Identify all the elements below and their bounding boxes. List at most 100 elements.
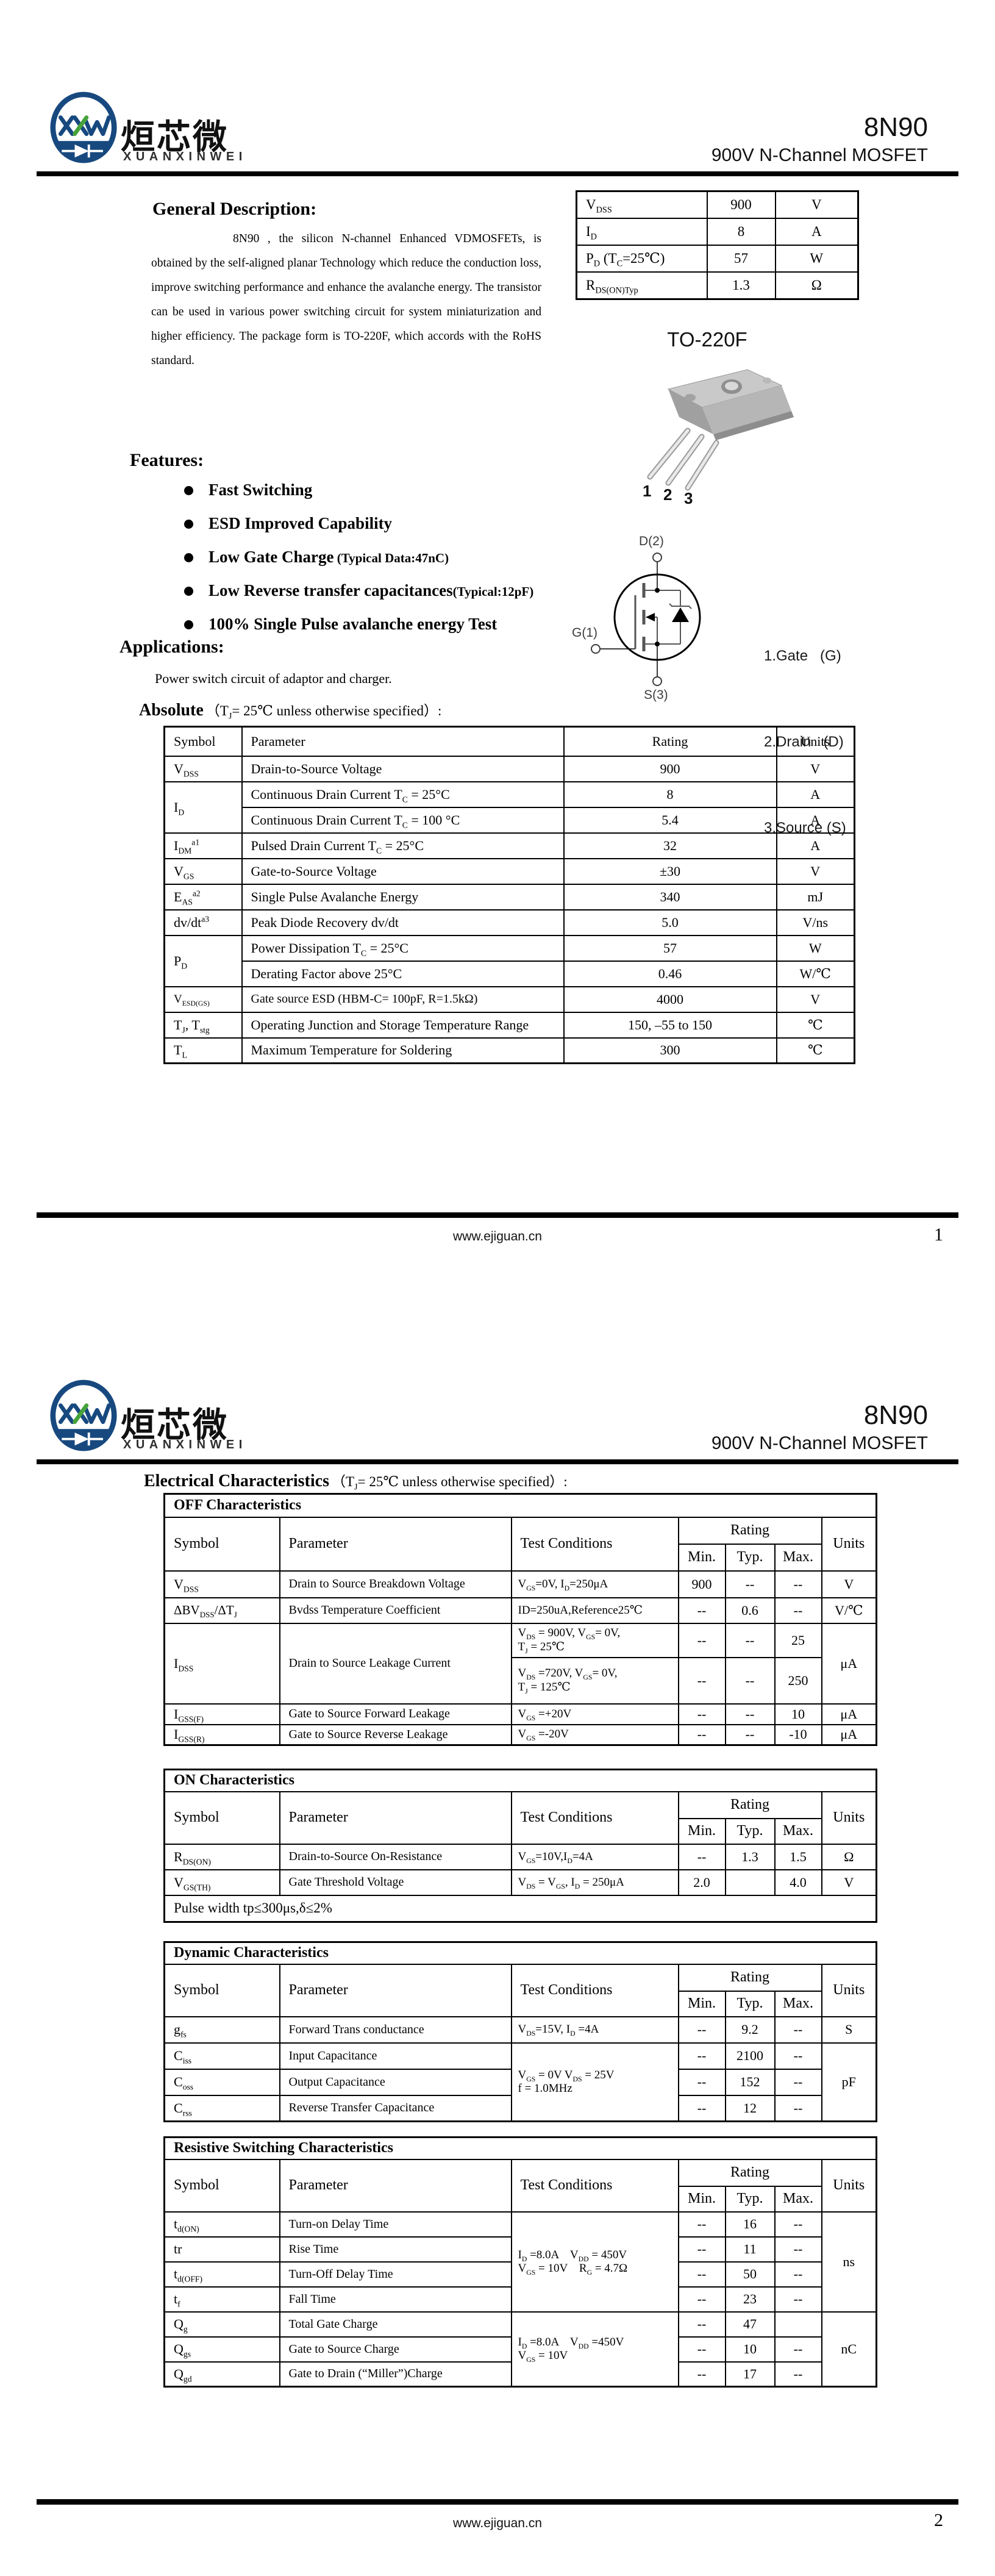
- table-row: PD (TC=25℃) 57 W: [576, 245, 859, 273]
- col-rating: Rating: [677, 1963, 822, 1992]
- table-row: VDSS Drain to Source Breakdown Voltage V…: [163, 1570, 877, 1598]
- cell-units: μA: [821, 1622, 877, 1705]
- cell-typ: 1.3: [724, 1843, 776, 1870]
- cell-typ: 0.6: [724, 1597, 776, 1624]
- col-rating: Rating: [677, 1791, 822, 1819]
- cell-symbol: tr: [163, 2236, 280, 2263]
- col-max: Max.: [774, 2185, 822, 2213]
- cell-symbol: VGS: [163, 857, 243, 885]
- cell-parameter: Power Dissipation TC = 25°C: [241, 934, 565, 962]
- switching-characteristics-table: Resistive Switching Characteristics Symb…: [163, 2136, 877, 2388]
- page-2: 烜芯微 XUANXINWEI 8N90 900V N-Channel MOSFE…: [0, 1288, 995, 2576]
- cell-symbol: td(OFF): [163, 2261, 280, 2288]
- cell-rating: ±30: [563, 857, 777, 885]
- table-header-row: Symbol Parameter Test Conditions Rating …: [163, 2158, 877, 2213]
- cell-parameter: Total Gate Charge: [279, 2311, 512, 2338]
- cell-rating: 340: [563, 883, 777, 911]
- col-test-conditions: Test Conditions: [510, 1791, 679, 1845]
- table-row: VGS Gate-to-Source Voltage ±30 V: [163, 857, 855, 885]
- cell-max: 250: [774, 1656, 822, 1705]
- cell-typ: 23: [724, 2286, 776, 2313]
- col-units: Units: [776, 726, 855, 757]
- table-row: TJ, Tstg Operating Junction and Storage …: [163, 1011, 855, 1039]
- col-symbol: Symbol: [163, 726, 243, 757]
- table-row: gfs Forward Trans conductance VDS=15V, I…: [163, 2016, 877, 2044]
- col-symbol: Symbol: [163, 1791, 280, 1845]
- cell-value: 1.3: [706, 271, 776, 300]
- cell-symbol: Coss: [163, 2068, 280, 2096]
- col-rating: Rating: [677, 2158, 822, 2187]
- cell-parameter: Gate source ESD (HBM-C= 100pF, R=1.5kΩ): [241, 986, 565, 1013]
- cell-typ: 2100: [724, 2042, 776, 2070]
- col-min: Min.: [677, 1990, 726, 2017]
- col-parameter: Parameter: [279, 2158, 512, 2213]
- cell-units: μA: [821, 1723, 877, 1746]
- table-row: VDSS Drain-to-Source Voltage 900 V: [163, 755, 855, 782]
- cell-units: ns: [821, 2211, 877, 2313]
- cell-units: Ω: [821, 1843, 877, 1870]
- col-typ: Typ.: [724, 2185, 776, 2213]
- cell-symbol: Qgs: [163, 2336, 280, 2363]
- cell-units: V: [821, 1869, 877, 1896]
- cell-parameter: Drain-to-Source Voltage: [241, 755, 565, 782]
- cell-max: --: [774, 1570, 822, 1598]
- pin-number-1: 1: [643, 482, 652, 500]
- cell-value: 900: [706, 190, 776, 219]
- general-description-text: 8N90 , the silicon N-channel Enhanced VD…: [151, 232, 541, 367]
- table-row: Qgd Gate to Drain (“Miller”)Charge -- 17…: [163, 2361, 877, 2388]
- col-max: Max.: [774, 1990, 822, 2017]
- pin-number-3: 3: [684, 489, 693, 507]
- cell-symbol: IGSS(R): [163, 1723, 280, 1746]
- cell-max: --: [774, 2236, 822, 2263]
- cell-symbol: VGS(TH): [163, 1869, 280, 1896]
- cell-parameter: Peak Diode Recovery dv/dt: [241, 909, 565, 936]
- cell-test: ID=250uA,Reference25℃: [510, 1597, 679, 1624]
- cell-max: --: [774, 1597, 822, 1624]
- col-max: Max.: [774, 1817, 822, 1845]
- features-heading: Features:: [130, 450, 204, 470]
- table-row: ΔBVDSS/ΔTJ Bvdss Temperature Coefficient…: [163, 1597, 877, 1624]
- cell-parameter: Drain-to-Source On-Resistance: [279, 1843, 512, 1870]
- cell-min: --: [677, 2311, 726, 2338]
- section-title-row: Resistive Switching Characteristics: [163, 2136, 877, 2160]
- table-row: VGS(TH) Gate Threshold Voltage VDS = VGS…: [163, 1869, 877, 1896]
- cell-min: 900: [677, 1570, 726, 1598]
- list-item: Fast Switching: [184, 481, 533, 514]
- col-rating: Rating: [563, 726, 777, 757]
- cell-symbol: td(ON): [163, 2211, 280, 2238]
- cell-min: --: [677, 2236, 726, 2263]
- spec-summary-table: VDSS 900 V ID 8 A PD (TC=25℃) 57 W RDS(O…: [576, 190, 859, 300]
- cell-symbol: IDMa1: [163, 832, 243, 859]
- table-row: VDS =720V, VGS= 0V, TJ = 125℃ -- -- 250: [165, 1656, 877, 1705]
- cell-parameter: Reverse Transfer Capacitance: [279, 2094, 512, 2122]
- table-header-row: Min. Typ. Max.: [165, 2185, 877, 2213]
- off-characteristics-table: OFF Characteristics Symbol Parameter Tes…: [163, 1493, 878, 1746]
- cell-min: --: [677, 1723, 726, 1746]
- cell-min: --: [677, 2068, 726, 2096]
- page-number: 1: [934, 1225, 943, 1245]
- applications-text: Power switch circuit of adaptor and char…: [155, 671, 392, 686]
- table-row: IDMa1 Pulsed Drain Current TC = 25°C 32 …: [163, 832, 855, 859]
- cell-parameter: Gate to Drain (“Miller”)Charge: [279, 2361, 512, 2388]
- cell-parameter: Fall Time: [279, 2286, 512, 2313]
- table-row: IGSS(R) Gate to Source Reverse Leakage V…: [163, 1723, 877, 1746]
- cell-rating: 57: [563, 934, 777, 962]
- table-row: Ciss Input Capacitance VGS = 0V VDS = 25…: [163, 2042, 877, 2122]
- mosfet-symbol-icon: D(2) G(1) S(3): [572, 534, 701, 702]
- table-row: IDSS Drain to Source Leakage Current VDS…: [163, 1622, 877, 1705]
- table-row: td(ON) Turn-on Delay Time ID =8.0A VDD =…: [163, 2211, 877, 2313]
- col-symbol: Symbol: [163, 1516, 280, 1572]
- cell-test: VDS = 900V, VGS= 0V, TJ = 25℃: [510, 1622, 679, 1658]
- cell-min: --: [677, 2286, 726, 2313]
- cell-max: --: [774, 2211, 822, 2238]
- cell-min: --: [677, 2336, 726, 2363]
- cell-rating: 150, –55 to 150: [563, 1011, 777, 1039]
- cell-min: --: [677, 2211, 726, 2238]
- cell-test: VDS=15V, ID =4A: [510, 2016, 679, 2044]
- cell-param: VDSS: [576, 190, 708, 219]
- package-label: TO-220F: [667, 328, 747, 351]
- cell-test: VGS=10V,ID=4A: [510, 1843, 679, 1870]
- cell-max: --: [774, 2068, 822, 2096]
- cell-parameter: Single Pulse Avalanche Energy: [241, 883, 565, 911]
- table-row: dv/dta3 Peak Diode Recovery dv/dt 5.0 V/…: [163, 909, 855, 936]
